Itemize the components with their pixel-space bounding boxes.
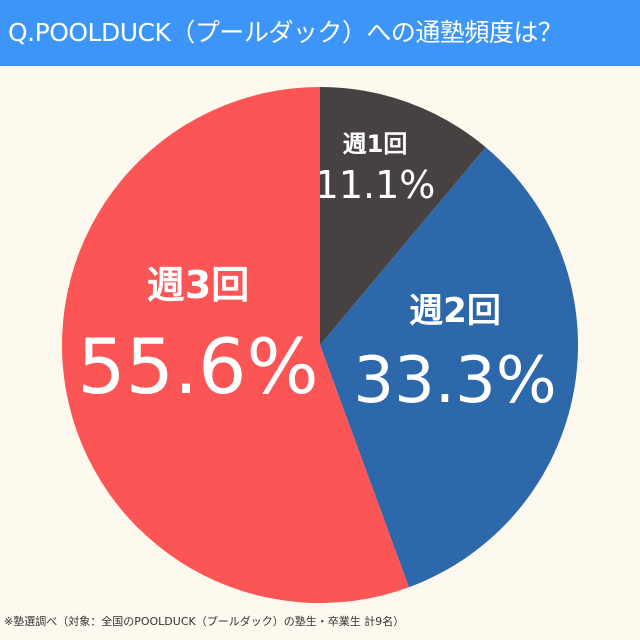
source-note: ※塾選調べ（対象：全国のPOOLDUCK（プールダック）の塾生・卒業生 計9名）: [4, 615, 405, 628]
pie-slice-3: [62, 87, 409, 603]
pie-slice-1: [320, 87, 486, 345]
slice-percent-label: 55.6%: [77, 322, 318, 411]
slice-percent-label: 33.3%: [353, 344, 556, 418]
slice-category-label: 週1回: [343, 130, 408, 158]
slice-category-label: 週2回: [409, 291, 501, 331]
chart-title: Q.POOLDUCK（プールダック）への通塾頻度は？: [0, 0, 640, 66]
slice-percent-label: 11.1%: [315, 163, 436, 207]
pie-slice-2: [320, 147, 578, 588]
slice-category-label: 週3回: [147, 263, 249, 307]
